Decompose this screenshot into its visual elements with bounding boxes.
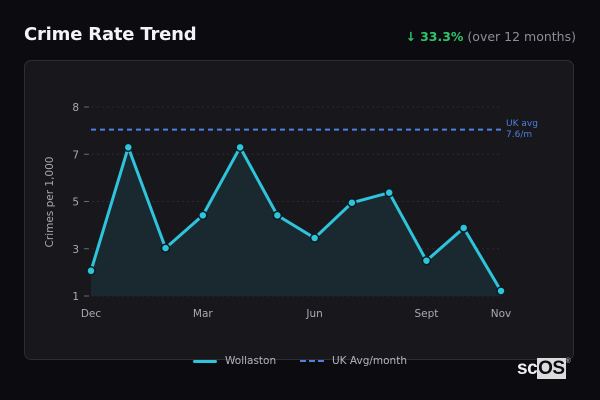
data-points (86, 142, 506, 296)
legend-item-wollaston[interactable]: Wollaston (193, 355, 276, 367)
data-point-may[interactable] (272, 210, 283, 221)
solid-line-swatch-icon (193, 359, 217, 363)
svg-text:Dec: Dec (81, 308, 102, 320)
down-arrow-icon: ↓ (405, 29, 417, 44)
y-axis-title: Crimes per 1,000 (44, 157, 56, 248)
data-point-jan[interactable] (123, 142, 134, 153)
trend-change: ↓ 33.3% (over 12 months) (406, 29, 576, 44)
series-area (91, 147, 501, 296)
svg-text:5: 5 (72, 197, 79, 209)
legend: Wollaston UK Avg/month (0, 352, 600, 372)
legend-item-uk-avg[interactable]: UK Avg/month (300, 355, 407, 367)
uk-avg-value: 7.6/m (506, 130, 532, 140)
data-point-mar[interactable] (198, 210, 208, 221)
y-axis: 1 3 5 7 8 (72, 102, 89, 303)
svg-text:Sept: Sept (414, 308, 438, 320)
svg-text:7: 7 (72, 149, 79, 161)
data-point-feb[interactable] (160, 243, 171, 253)
series-line-wollaston (89, 145, 503, 292)
chart-title: Crime Rate Trend (24, 24, 197, 45)
data-point-jun[interactable] (309, 233, 320, 243)
change-period: (over 12 months) (467, 29, 576, 44)
svg-text:Nov: Nov (491, 308, 512, 320)
data-point-aug[interactable] (384, 187, 394, 198)
svg-text:3: 3 (72, 244, 79, 256)
change-percent: 33.3% (420, 29, 464, 44)
data-point-sept[interactable] (421, 255, 432, 266)
uk-avg-label: UK avg (506, 119, 538, 129)
data-point-nov[interactable] (496, 286, 506, 296)
svg-text:Mar: Mar (193, 308, 213, 320)
dashed-line-swatch-icon (300, 360, 324, 362)
data-point-dec[interactable] (86, 266, 96, 276)
data-point-apr[interactable] (235, 142, 245, 153)
svg-text:8: 8 (72, 102, 79, 114)
data-point-jul[interactable] (347, 198, 357, 208)
legend-label: UK Avg/month (332, 355, 407, 367)
svg-text:1: 1 (72, 291, 79, 303)
svg-text:Jun: Jun (305, 308, 322, 320)
scos-logo: scOS® (517, 358, 571, 379)
legend-label: Wollaston (225, 355, 277, 367)
data-point-oct[interactable] (458, 223, 469, 233)
x-axis: Dec Mar Jun Sept Nov (81, 308, 511, 320)
